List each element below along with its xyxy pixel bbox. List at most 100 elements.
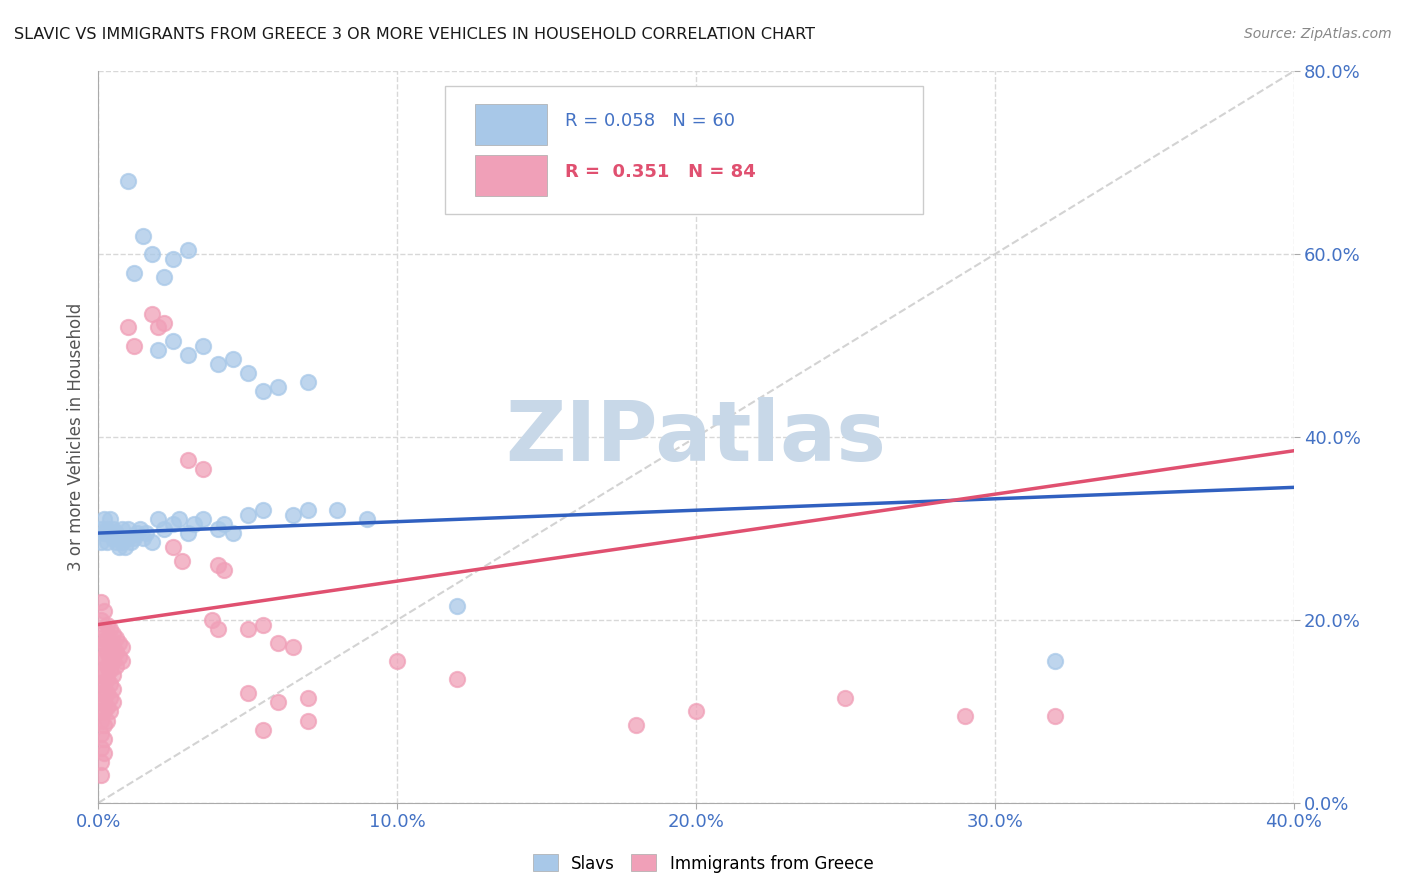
Point	[297, 714, 319, 728]
Point	[96, 632, 118, 646]
Text: SLAVIC VS IMMIGRANTS FROM GREECE 3 OR MORE VEHICLES IN HOUSEHOLD CORRELATION CHA: SLAVIC VS IMMIGRANTS FROM GREECE 3 OR MO…	[14, 27, 815, 42]
Point	[98, 622, 122, 636]
Point	[103, 681, 125, 696]
Point	[111, 521, 134, 535]
Point	[103, 521, 125, 535]
Point	[191, 462, 214, 476]
Point	[93, 526, 115, 541]
Point	[96, 686, 118, 700]
Point	[90, 705, 112, 719]
Point	[96, 617, 118, 632]
Point	[108, 649, 131, 664]
Point	[124, 266, 146, 280]
Point	[90, 594, 112, 608]
Text: Source: ZipAtlas.com: Source: ZipAtlas.com	[1244, 27, 1392, 41]
Point	[207, 558, 229, 573]
Point	[834, 690, 856, 705]
Point	[93, 622, 115, 636]
Point	[93, 636, 115, 650]
Point	[93, 718, 115, 732]
Point	[141, 535, 163, 549]
Text: R = 0.058   N = 60: R = 0.058 N = 60	[565, 112, 734, 130]
Point	[103, 654, 125, 668]
Point	[90, 521, 112, 535]
Point	[953, 709, 976, 723]
Point	[108, 540, 131, 554]
Point	[124, 531, 146, 545]
Point	[90, 632, 112, 646]
Point	[236, 622, 259, 636]
Point	[191, 512, 214, 526]
Point	[141, 307, 163, 321]
Point	[326, 503, 349, 517]
Point	[103, 695, 125, 709]
Text: R =  0.351   N = 84: R = 0.351 N = 84	[565, 163, 755, 181]
Point	[111, 535, 134, 549]
Point	[98, 636, 122, 650]
Point	[267, 380, 290, 394]
Point	[446, 673, 468, 687]
Point	[93, 677, 115, 691]
Point	[90, 677, 112, 691]
Point	[148, 512, 170, 526]
Point	[626, 718, 648, 732]
Point	[236, 366, 259, 380]
Point	[252, 384, 274, 399]
Point	[90, 768, 112, 782]
Point	[98, 705, 122, 719]
Point	[236, 686, 259, 700]
Point	[114, 540, 136, 554]
Point	[212, 563, 235, 577]
Point	[103, 667, 125, 681]
Point	[207, 521, 229, 535]
Point	[385, 654, 409, 668]
Point	[103, 626, 125, 640]
Point	[90, 686, 112, 700]
Point	[297, 503, 319, 517]
Point	[162, 334, 184, 348]
Point	[90, 695, 112, 709]
Point	[117, 320, 139, 334]
Point	[148, 343, 170, 358]
Point	[96, 521, 118, 535]
Point	[222, 526, 245, 541]
Point	[124, 338, 146, 352]
Point	[105, 632, 128, 646]
Point	[96, 645, 118, 659]
Point	[96, 699, 118, 714]
Point	[177, 243, 200, 257]
Point	[281, 508, 304, 522]
Point	[90, 740, 112, 755]
Point	[90, 755, 112, 769]
Point	[162, 516, 184, 531]
Point	[252, 723, 274, 737]
Point	[356, 512, 378, 526]
Point	[90, 535, 112, 549]
Point	[162, 540, 184, 554]
Point	[90, 640, 112, 655]
Point	[93, 731, 115, 746]
Point	[207, 622, 229, 636]
Point	[132, 531, 155, 545]
FancyBboxPatch shape	[446, 86, 922, 214]
FancyBboxPatch shape	[475, 104, 547, 145]
Point	[98, 690, 122, 705]
Point	[446, 599, 468, 614]
Point	[105, 658, 128, 673]
Y-axis label: 3 or more Vehicles in Household: 3 or more Vehicles in Household	[66, 303, 84, 571]
Point	[222, 352, 245, 367]
Point	[93, 663, 115, 677]
Point	[153, 316, 176, 330]
Point	[267, 636, 290, 650]
Point	[132, 229, 155, 244]
Point	[177, 348, 200, 362]
Point	[120, 535, 142, 549]
Point	[93, 746, 115, 760]
Point	[177, 526, 200, 541]
Point	[252, 503, 274, 517]
Point	[148, 320, 170, 334]
Point	[103, 531, 125, 545]
Point	[141, 247, 163, 261]
Point	[685, 705, 707, 719]
Point	[177, 453, 200, 467]
